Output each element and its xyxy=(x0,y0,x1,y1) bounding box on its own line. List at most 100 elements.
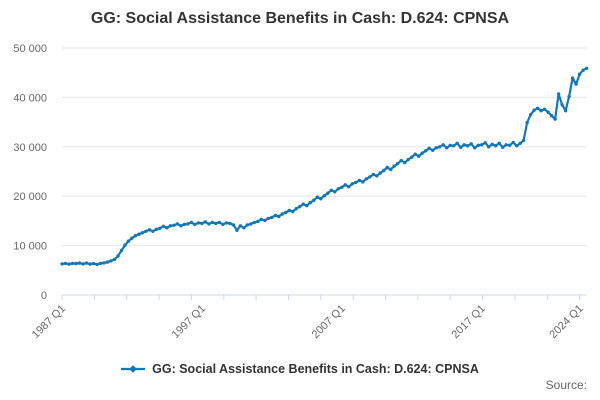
series-marker xyxy=(535,106,540,111)
series-marker xyxy=(581,68,585,72)
series-marker xyxy=(448,143,452,147)
series-marker xyxy=(546,110,550,114)
series-marker xyxy=(273,213,277,218)
series-marker xyxy=(521,138,526,143)
series-marker xyxy=(147,228,152,232)
series-marker xyxy=(242,226,246,230)
series-marker xyxy=(137,232,141,236)
series-marker xyxy=(336,187,340,191)
y-axis-label: 30 000 xyxy=(13,142,47,154)
series-marker xyxy=(504,143,508,147)
series-marker xyxy=(410,155,414,159)
series-marker xyxy=(315,195,319,199)
series-marker xyxy=(406,157,410,162)
series-marker xyxy=(140,231,145,235)
series-marker xyxy=(217,220,222,225)
series-marker xyxy=(378,171,382,175)
series-marker xyxy=(249,222,253,226)
line-chart-plot: 0 10 000 20 000 30 000 40 000 50 000 1987 Q1 19… xyxy=(13,43,589,341)
series-marker xyxy=(203,220,208,224)
series-marker xyxy=(570,76,575,80)
series-marker xyxy=(214,221,218,226)
series-marker xyxy=(455,141,459,145)
series-marker xyxy=(347,185,351,189)
series-marker xyxy=(354,180,358,185)
series-marker xyxy=(364,177,368,181)
series-marker xyxy=(67,262,71,266)
series-marker xyxy=(396,161,400,166)
y-axis-label: 10 000 xyxy=(13,241,47,253)
series-marker xyxy=(277,214,281,219)
series-marker xyxy=(294,206,298,211)
series-marker xyxy=(431,148,435,152)
series-marker xyxy=(312,198,316,202)
series-marker xyxy=(182,222,187,227)
series-marker xyxy=(224,221,229,225)
series-marker xyxy=(469,142,473,146)
series-marker xyxy=(480,143,484,147)
series-marker xyxy=(172,223,176,227)
series-marker xyxy=(144,229,148,233)
series-marker xyxy=(74,261,78,266)
series-marker xyxy=(319,197,323,201)
x-axis-label: 2007 Q1 xyxy=(310,303,348,341)
series-marker xyxy=(105,260,110,264)
series-marker xyxy=(515,144,519,148)
series-marker xyxy=(326,191,330,195)
x-axis-label: 1987 Q1 xyxy=(30,303,68,341)
series-marker xyxy=(368,175,372,179)
series-marker xyxy=(263,218,267,223)
series-marker xyxy=(333,190,337,194)
series-marker xyxy=(151,229,155,233)
series-marker xyxy=(403,160,407,165)
series-marker xyxy=(518,141,522,145)
x-axis-label: 2024 Q1 xyxy=(547,303,585,341)
series-marker xyxy=(361,180,365,184)
legend-marker-diamond xyxy=(129,365,138,373)
series-marker xyxy=(301,202,305,206)
series-marker xyxy=(88,262,92,266)
series-marker xyxy=(259,217,263,222)
series-marker xyxy=(291,209,295,214)
series-marker xyxy=(452,144,456,148)
series-marker xyxy=(130,236,134,240)
series-marker xyxy=(357,178,361,183)
series-marker xyxy=(84,261,89,265)
series-marker xyxy=(221,222,225,227)
series-marker xyxy=(567,94,571,99)
series-marker xyxy=(77,261,82,265)
series-marker xyxy=(434,146,438,150)
series-marker xyxy=(91,261,96,266)
series-marker xyxy=(476,143,480,147)
series-marker xyxy=(563,109,568,113)
series-marker xyxy=(116,254,120,258)
series-marker xyxy=(193,222,197,227)
series-marker xyxy=(560,103,564,107)
legend-line-marker-icon xyxy=(121,364,146,374)
series-marker xyxy=(424,149,428,153)
series-marker xyxy=(158,226,162,230)
series-marker xyxy=(266,216,270,221)
series-marker xyxy=(371,172,375,177)
series-marker xyxy=(270,215,274,220)
series-marker xyxy=(462,143,466,147)
series-marker xyxy=(245,223,250,227)
series-marker xyxy=(228,221,232,226)
series-marker xyxy=(553,117,557,121)
series-marker xyxy=(539,109,543,113)
chart-title: GG: Social Assistance Benefits in Cash: … xyxy=(90,10,510,27)
legend-item[interactable]: GG: Social Assistance Benefits in Cash: … xyxy=(121,362,479,376)
y-axis-label: 50 000 xyxy=(13,43,47,55)
legend: GG: Social Assistance Benefits in Cash: … xyxy=(0,362,600,376)
series-marker xyxy=(487,145,491,149)
series-marker xyxy=(501,145,505,149)
series-marker xyxy=(287,208,291,213)
series-marker xyxy=(168,224,173,228)
series-marker xyxy=(154,227,159,231)
series-marker xyxy=(375,174,379,178)
legend-label: GG: Social Assistance Benefits in Cash: … xyxy=(152,362,479,376)
series-marker xyxy=(511,140,515,145)
y-axis-label: 40 000 xyxy=(13,92,47,104)
series-marker xyxy=(549,114,554,118)
series-marker xyxy=(532,108,536,112)
